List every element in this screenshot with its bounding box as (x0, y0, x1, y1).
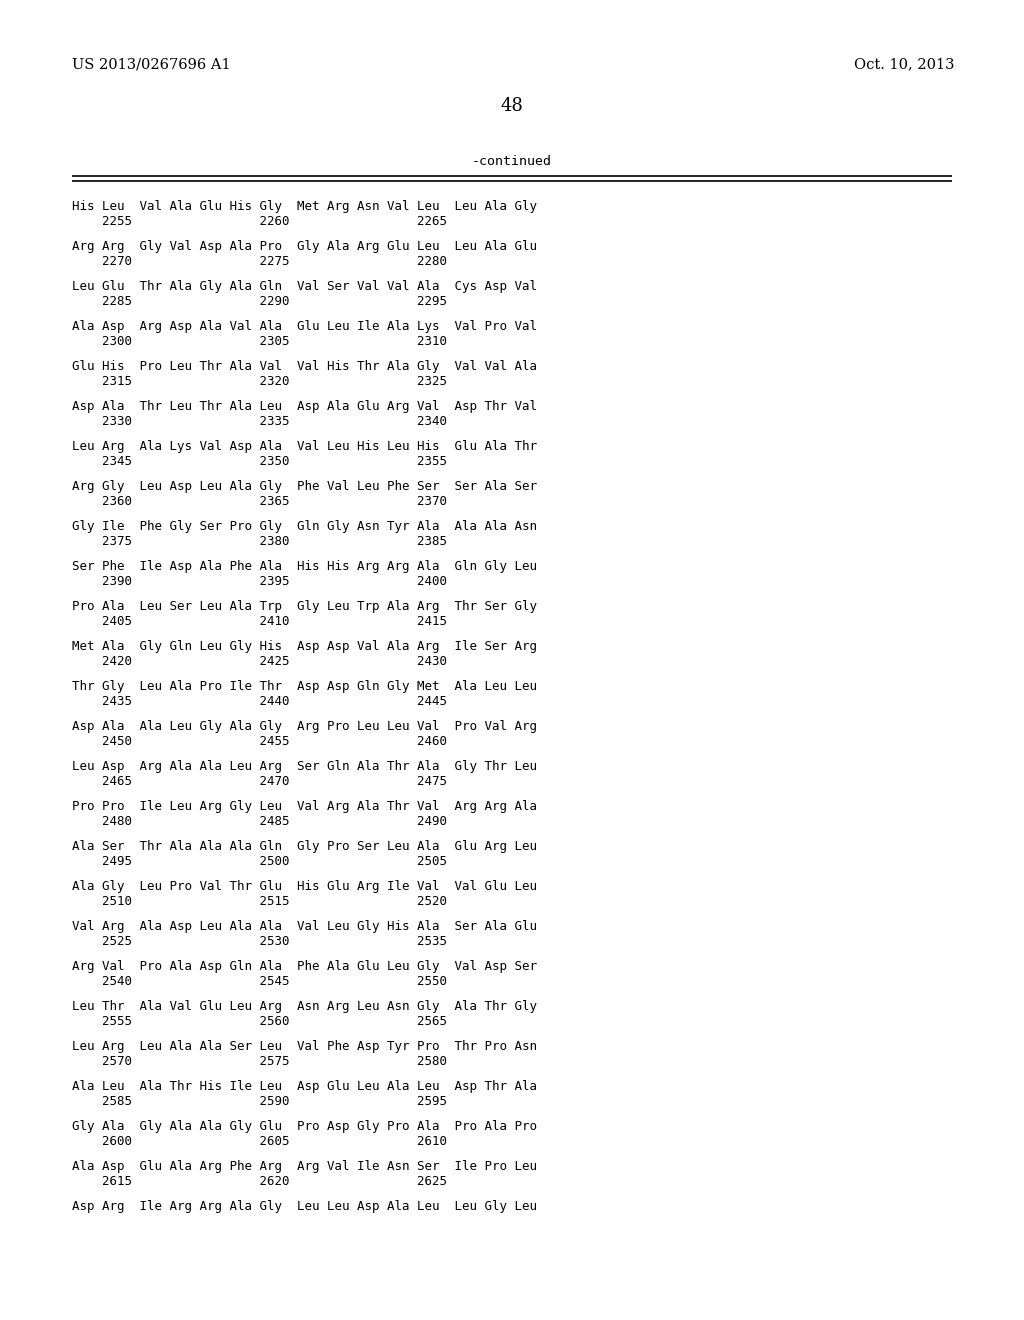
Text: 2255                 2260                 2265: 2255 2260 2265 (72, 215, 447, 228)
Text: 2540                 2545                 2550: 2540 2545 2550 (72, 975, 447, 987)
Text: 2450                 2455                 2460: 2450 2455 2460 (72, 735, 447, 748)
Text: 2360                 2365                 2370: 2360 2365 2370 (72, 495, 447, 508)
Text: -continued: -continued (472, 154, 552, 168)
Text: Ala Asp  Arg Asp Ala Val Ala  Glu Leu Ile Ala Lys  Val Pro Val: Ala Asp Arg Asp Ala Val Ala Glu Leu Ile … (72, 319, 537, 333)
Text: 2465                 2470                 2475: 2465 2470 2475 (72, 775, 447, 788)
Text: Thr Gly  Leu Ala Pro Ile Thr  Asp Asp Gln Gly Met  Ala Leu Leu: Thr Gly Leu Ala Pro Ile Thr Asp Asp Gln … (72, 680, 537, 693)
Text: 2345                 2350                 2355: 2345 2350 2355 (72, 455, 447, 469)
Text: Leu Glu  Thr Ala Gly Ala Gln  Val Ser Val Val Ala  Cys Asp Val: Leu Glu Thr Ala Gly Ala Gln Val Ser Val … (72, 280, 537, 293)
Text: 2615                 2620                 2625: 2615 2620 2625 (72, 1175, 447, 1188)
Text: Arg Val  Pro Ala Asp Gln Ala  Phe Ala Glu Leu Gly  Val Asp Ser: Arg Val Pro Ala Asp Gln Ala Phe Ala Glu … (72, 960, 537, 973)
Text: 2270                 2275                 2280: 2270 2275 2280 (72, 255, 447, 268)
Text: 2300                 2305                 2310: 2300 2305 2310 (72, 335, 447, 348)
Text: US 2013/0267696 A1: US 2013/0267696 A1 (72, 57, 230, 71)
Text: Ser Phe  Ile Asp Ala Phe Ala  His His Arg Arg Ala  Gln Gly Leu: Ser Phe Ile Asp Ala Phe Ala His His Arg … (72, 560, 537, 573)
Text: 2405                 2410                 2415: 2405 2410 2415 (72, 615, 447, 628)
Text: Oct. 10, 2013: Oct. 10, 2013 (854, 57, 955, 71)
Text: 2480                 2485                 2490: 2480 2485 2490 (72, 814, 447, 828)
Text: 2510                 2515                 2520: 2510 2515 2520 (72, 895, 447, 908)
Text: 2570                 2575                 2580: 2570 2575 2580 (72, 1055, 447, 1068)
Text: Met Ala  Gly Gln Leu Gly His  Asp Asp Val Ala Arg  Ile Ser Arg: Met Ala Gly Gln Leu Gly His Asp Asp Val … (72, 640, 537, 653)
Text: 2315                 2320                 2325: 2315 2320 2325 (72, 375, 447, 388)
Text: Ala Gly  Leu Pro Val Thr Glu  His Glu Arg Ile Val  Val Glu Leu: Ala Gly Leu Pro Val Thr Glu His Glu Arg … (72, 880, 537, 894)
Text: 48: 48 (501, 96, 523, 115)
Text: Ala Asp  Glu Ala Arg Phe Arg  Arg Val Ile Asn Ser  Ile Pro Leu: Ala Asp Glu Ala Arg Phe Arg Arg Val Ile … (72, 1160, 537, 1173)
Text: Pro Pro  Ile Leu Arg Gly Leu  Val Arg Ala Thr Val  Arg Arg Ala: Pro Pro Ile Leu Arg Gly Leu Val Arg Ala … (72, 800, 537, 813)
Text: Leu Thr  Ala Val Glu Leu Arg  Asn Arg Leu Asn Gly  Ala Thr Gly: Leu Thr Ala Val Glu Leu Arg Asn Arg Leu … (72, 1001, 537, 1012)
Text: 2585                 2590                 2595: 2585 2590 2595 (72, 1096, 447, 1107)
Text: 2600                 2605                 2610: 2600 2605 2610 (72, 1135, 447, 1148)
Text: Leu Asp  Arg Ala Ala Leu Arg  Ser Gln Ala Thr Ala  Gly Thr Leu: Leu Asp Arg Ala Ala Leu Arg Ser Gln Ala … (72, 760, 537, 774)
Text: Asp Arg  Ile Arg Arg Ala Gly  Leu Leu Asp Ala Leu  Leu Gly Leu: Asp Arg Ile Arg Arg Ala Gly Leu Leu Asp … (72, 1200, 537, 1213)
Text: Gly Ala  Gly Ala Ala Gly Glu  Pro Asp Gly Pro Ala  Pro Ala Pro: Gly Ala Gly Ala Ala Gly Glu Pro Asp Gly … (72, 1119, 537, 1133)
Text: 2375                 2380                 2385: 2375 2380 2385 (72, 535, 447, 548)
Text: 2390                 2395                 2400: 2390 2395 2400 (72, 576, 447, 587)
Text: Ala Leu  Ala Thr His Ile Leu  Asp Glu Leu Ala Leu  Asp Thr Ala: Ala Leu Ala Thr His Ile Leu Asp Glu Leu … (72, 1080, 537, 1093)
Text: Leu Arg  Ala Lys Val Asp Ala  Val Leu His Leu His  Glu Ala Thr: Leu Arg Ala Lys Val Asp Ala Val Leu His … (72, 440, 537, 453)
Text: 2435                 2440                 2445: 2435 2440 2445 (72, 696, 447, 708)
Text: His Leu  Val Ala Glu His Gly  Met Arg Asn Val Leu  Leu Ala Gly: His Leu Val Ala Glu His Gly Met Arg Asn … (72, 201, 537, 213)
Text: 2555                 2560                 2565: 2555 2560 2565 (72, 1015, 447, 1028)
Text: Asp Ala  Thr Leu Thr Ala Leu  Asp Ala Glu Arg Val  Asp Thr Val: Asp Ala Thr Leu Thr Ala Leu Asp Ala Glu … (72, 400, 537, 413)
Text: 2420                 2425                 2430: 2420 2425 2430 (72, 655, 447, 668)
Text: Val Arg  Ala Asp Leu Ala Ala  Val Leu Gly His Ala  Ser Ala Glu: Val Arg Ala Asp Leu Ala Ala Val Leu Gly … (72, 920, 537, 933)
Text: Asp Ala  Ala Leu Gly Ala Gly  Arg Pro Leu Leu Val  Pro Val Arg: Asp Ala Ala Leu Gly Ala Gly Arg Pro Leu … (72, 719, 537, 733)
Text: Arg Arg  Gly Val Asp Ala Pro  Gly Ala Arg Glu Leu  Leu Ala Glu: Arg Arg Gly Val Asp Ala Pro Gly Ala Arg … (72, 240, 537, 253)
Text: 2525                 2530                 2535: 2525 2530 2535 (72, 935, 447, 948)
Text: 2285                 2290                 2295: 2285 2290 2295 (72, 294, 447, 308)
Text: Pro Ala  Leu Ser Leu Ala Trp  Gly Leu Trp Ala Arg  Thr Ser Gly: Pro Ala Leu Ser Leu Ala Trp Gly Leu Trp … (72, 601, 537, 612)
Text: Glu His  Pro Leu Thr Ala Val  Val His Thr Ala Gly  Val Val Ala: Glu His Pro Leu Thr Ala Val Val His Thr … (72, 360, 537, 374)
Text: 2495                 2500                 2505: 2495 2500 2505 (72, 855, 447, 869)
Text: Ala Ser  Thr Ala Ala Ala Gln  Gly Pro Ser Leu Ala  Glu Arg Leu: Ala Ser Thr Ala Ala Ala Gln Gly Pro Ser … (72, 840, 537, 853)
Text: Gly Ile  Phe Gly Ser Pro Gly  Gln Gly Asn Tyr Ala  Ala Ala Asn: Gly Ile Phe Gly Ser Pro Gly Gln Gly Asn … (72, 520, 537, 533)
Text: Leu Arg  Leu Ala Ala Ser Leu  Val Phe Asp Tyr Pro  Thr Pro Asn: Leu Arg Leu Ala Ala Ser Leu Val Phe Asp … (72, 1040, 537, 1053)
Text: Arg Gly  Leu Asp Leu Ala Gly  Phe Val Leu Phe Ser  Ser Ala Ser: Arg Gly Leu Asp Leu Ala Gly Phe Val Leu … (72, 480, 537, 492)
Text: 2330                 2335                 2340: 2330 2335 2340 (72, 414, 447, 428)
